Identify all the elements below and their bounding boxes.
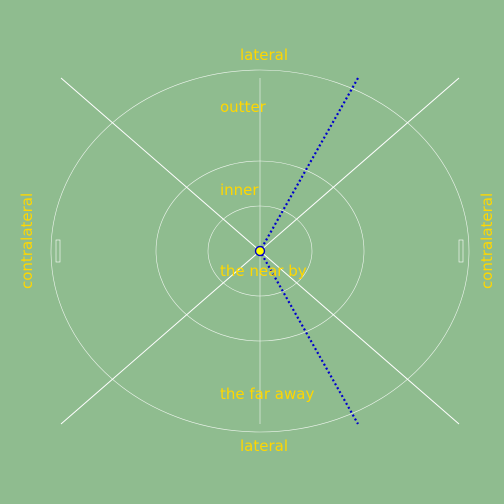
- label-inner-zone: inner: [220, 181, 259, 199]
- label-left-contralateral: contralateral: [18, 192, 36, 289]
- center-point: [254, 245, 266, 257]
- label-far-zone: the far away: [220, 385, 315, 403]
- label-near-zone: the near by: [220, 262, 307, 280]
- label-bottom-lateral: lateral: [240, 437, 288, 455]
- label-right-contralateral: contralateral: [478, 192, 496, 289]
- left-marker: [55, 239, 61, 263]
- label-outer-zone: outter: [220, 98, 266, 116]
- right-marker: [458, 239, 464, 263]
- outer-ellipse: [50, 69, 470, 433]
- dotted-path: [258, 77, 359, 425]
- label-top-lateral: lateral: [240, 46, 288, 64]
